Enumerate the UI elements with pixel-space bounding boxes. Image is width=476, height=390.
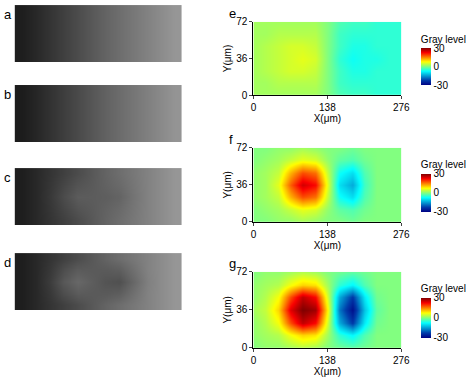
svg-text:a: a [4,7,12,22]
svg-text:Gray level: Gray level [421,283,466,294]
svg-text:c: c [4,170,11,185]
svg-text:Y(μm): Y(μm) [222,45,233,72]
svg-text:X(μm): X(μm) [314,240,341,251]
svg-text:30: 30 [434,43,446,54]
svg-text:0: 0 [242,216,248,227]
svg-text:-30: -30 [434,332,449,343]
svg-text:138: 138 [319,102,336,113]
svg-text:36: 36 [236,53,248,64]
svg-text:Gray level: Gray level [421,159,466,170]
svg-text:30: 30 [434,292,446,303]
svg-text:g: g [229,256,236,271]
svg-text:276: 276 [393,355,410,366]
svg-text:0: 0 [434,312,440,323]
svg-text:0: 0 [251,229,257,240]
svg-text:30: 30 [434,168,446,179]
svg-text:X(μm): X(μm) [314,366,341,377]
svg-text:0: 0 [434,187,440,198]
svg-text:36: 36 [236,304,248,315]
svg-text:d: d [4,255,11,270]
svg-text:138: 138 [319,229,336,240]
svg-text:72: 72 [236,266,248,277]
svg-text:Y(μm): Y(μm) [222,296,233,323]
svg-text:0: 0 [251,102,257,113]
svg-text:-30: -30 [434,80,449,91]
svg-text:Gray level: Gray level [421,34,466,45]
svg-text:Y(μm): Y(μm) [222,171,233,198]
svg-text:0: 0 [242,342,248,353]
svg-text:b: b [4,87,11,102]
svg-text:72: 72 [236,16,248,27]
svg-text:0: 0 [242,90,248,101]
svg-text:e: e [229,6,236,21]
svg-text:138: 138 [319,355,336,366]
svg-text:0: 0 [251,355,257,366]
svg-text:276: 276 [393,229,410,240]
svg-text:-30: -30 [434,206,449,217]
svg-text:f: f [229,132,233,147]
svg-text:0: 0 [434,61,440,72]
svg-text:36: 36 [236,179,248,190]
svg-text:72: 72 [236,142,248,153]
svg-text:276: 276 [393,102,410,113]
svg-text:X(μm): X(μm) [314,113,341,124]
